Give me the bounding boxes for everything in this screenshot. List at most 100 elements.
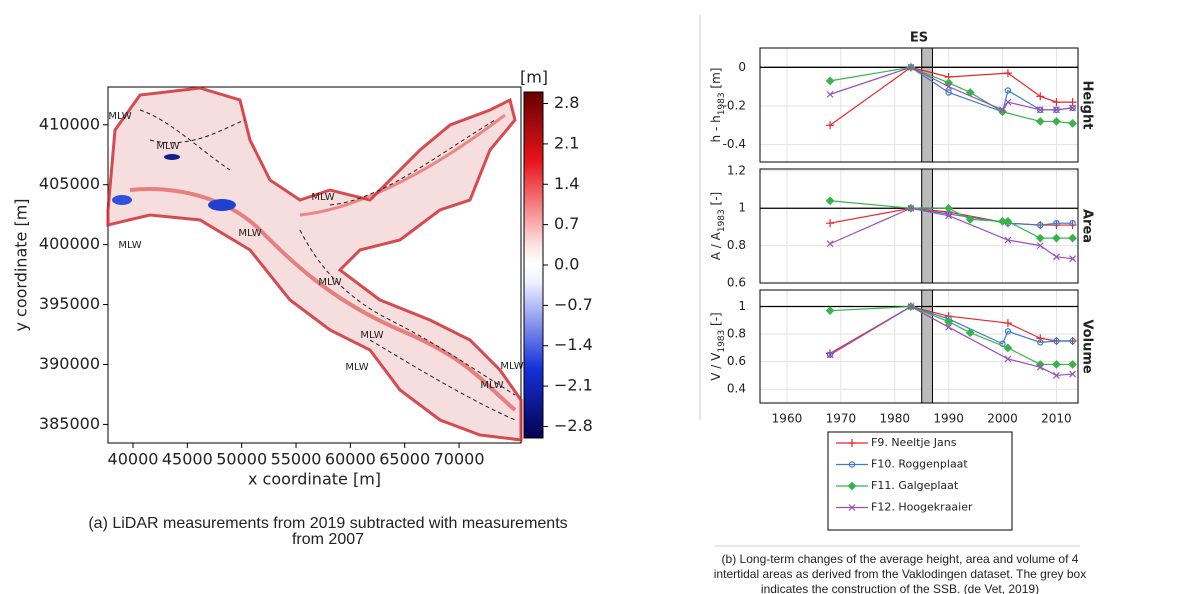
chart-title: ES <box>910 31 928 46</box>
contour-label: MLW <box>345 362 368 373</box>
marker <box>1004 328 1012 335</box>
marker <box>998 107 1007 117</box>
marker <box>965 328 975 338</box>
colorbar-tick-label: 0.0 <box>554 255 579 274</box>
y-axis-label-unit: [m] <box>709 68 723 93</box>
x-tick-label: 2000 <box>987 412 1018 426</box>
x-tick-label: 60000 <box>325 450 376 469</box>
x-tick-label: 65000 <box>379 450 430 469</box>
y-axis-label-sub: 1983 <box>717 92 727 115</box>
marker <box>945 89 952 96</box>
marker <box>1052 233 1061 243</box>
series-line <box>830 200 1073 239</box>
caption: indicates the construction of the SSB. (… <box>761 582 1039 594</box>
series-line <box>829 66 1073 126</box>
x-tick-label: 2010 <box>1041 412 1072 426</box>
y-tick-label: 0.8 <box>727 327 746 341</box>
panel-label: Area <box>1080 209 1095 243</box>
y-axis-label: V / V1983 [-] <box>709 312 727 381</box>
marker <box>1036 363 1044 371</box>
marker <box>826 351 834 359</box>
y-tick-label: 405000 <box>39 174 100 193</box>
marker <box>1068 221 1077 230</box>
legend-label: F10. Roggenplaat <box>871 458 968 471</box>
caption: from 2007 <box>292 531 364 548</box>
x-tick-label: 45000 <box>162 450 213 469</box>
marker <box>999 106 1006 114</box>
marker <box>1069 219 1076 227</box>
contour-label: MLW <box>238 228 261 239</box>
marker <box>1052 360 1061 369</box>
series-line <box>829 66 1073 111</box>
marker <box>945 323 953 331</box>
y-tick-label: 0.6 <box>727 276 746 290</box>
marker <box>1003 216 1013 226</box>
marker <box>825 76 835 86</box>
colorbar-tick-label: −1.4 <box>554 335 593 354</box>
x-tick-label: 1960 <box>772 412 803 426</box>
y-axis-label: y coordinate [m] <box>12 198 31 331</box>
marker <box>1053 337 1060 345</box>
legend-label: F11. Galgeplaat <box>871 479 959 492</box>
series-line <box>829 305 1073 356</box>
x-tick-label: 55000 <box>271 450 322 469</box>
marker <box>907 303 915 310</box>
contour-label: MLW <box>360 330 383 341</box>
legend-marker <box>847 481 857 491</box>
marker <box>1035 117 1045 126</box>
marker <box>825 306 835 316</box>
colorbar-tick-label: 2.1 <box>554 133 579 152</box>
colorbar-tick-label: 0.7 <box>554 214 579 233</box>
map-figure: 40000 45000 50000 55000 60000 65000 70000 38500… <box>12 68 593 549</box>
x-tick-label: 40000 <box>108 450 159 469</box>
caption: intertidal areas as derived from the Vak… <box>714 567 1086 581</box>
marker <box>1037 221 1044 229</box>
y-axis-label-main: A / A <box>709 231 723 260</box>
x-axis-label: x coordinate [m] <box>248 470 381 489</box>
marker <box>1069 255 1077 263</box>
ssb-shade <box>921 47 933 163</box>
marker <box>1053 253 1060 261</box>
marker <box>1052 98 1061 107</box>
series-line <box>829 66 1073 124</box>
marker <box>907 63 915 71</box>
marker <box>1068 119 1077 128</box>
y-tick-label: 0.6 <box>727 354 746 368</box>
marker <box>1004 87 1012 94</box>
marker <box>1053 106 1060 114</box>
colorbar-tick-label: −2.8 <box>554 416 593 435</box>
y-axis-label-sub: 1983 <box>717 330 727 353</box>
contour-label: MLW <box>118 240 141 251</box>
legend-label: F12. Hoogekraaier <box>871 501 973 514</box>
marker <box>907 204 915 212</box>
marker <box>945 83 953 91</box>
contour-label: MLW <box>156 141 179 152</box>
y-axis-label-main: h - h <box>709 115 723 142</box>
legend-marker <box>848 439 856 447</box>
contour-label: MLW <box>311 192 334 203</box>
panel-frame <box>759 47 1079 163</box>
marker <box>965 215 975 224</box>
marker <box>826 121 835 130</box>
marker <box>1003 343 1013 353</box>
y-tick-label: -0.4 <box>723 137 746 151</box>
marker <box>1035 233 1045 243</box>
y-axis-label-unit: [-] <box>709 192 723 210</box>
marker <box>1036 334 1045 343</box>
y-tick-label: 395000 <box>39 294 100 313</box>
marker <box>826 90 834 98</box>
y-axis-label-sub: 1983 <box>717 209 727 232</box>
series-line <box>830 305 1073 366</box>
y-tick-label: 1 <box>738 201 746 215</box>
y-tick-label: 385000 <box>39 414 100 433</box>
contour-label: MLW <box>318 277 341 288</box>
y-tick-label: 0 <box>738 60 746 74</box>
erosion-patch <box>208 199 236 211</box>
channel <box>299 113 506 217</box>
series-line <box>829 207 1073 260</box>
marker <box>1036 106 1044 114</box>
marker <box>1053 219 1060 227</box>
x-tick-label: 1970 <box>826 412 857 426</box>
marker <box>1037 339 1044 346</box>
legend-marker <box>848 461 856 468</box>
